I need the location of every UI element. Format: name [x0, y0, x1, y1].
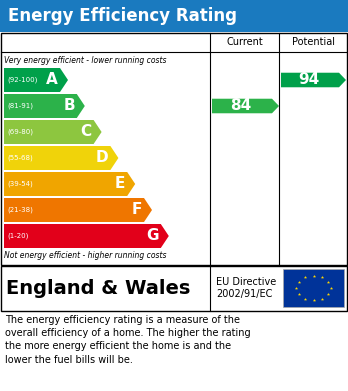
Text: Current: Current	[226, 37, 263, 47]
Text: (55-68): (55-68)	[7, 155, 33, 161]
Text: The energy efficiency rating is a measure of the
overall efficiency of a home. T: The energy efficiency rating is a measur…	[5, 315, 251, 364]
Text: Energy Efficiency Rating: Energy Efficiency Rating	[8, 7, 237, 25]
Bar	[1, 33, 347, 265]
Polygon shape	[4, 146, 118, 170]
Text: Not energy efficient - higher running costs: Not energy efficient - higher running co…	[4, 251, 166, 260]
Text: E: E	[115, 176, 125, 192]
Polygon shape	[4, 172, 135, 196]
Text: G: G	[146, 228, 159, 244]
Polygon shape	[212, 99, 279, 113]
Text: A: A	[46, 72, 58, 88]
Text: (21-38): (21-38)	[7, 207, 33, 213]
Text: EU Directive
2002/91/EC: EU Directive 2002/91/EC	[216, 277, 276, 299]
Text: (92-100): (92-100)	[7, 77, 37, 83]
Text: (39-54): (39-54)	[7, 181, 33, 187]
Text: D: D	[96, 151, 108, 165]
Text: (1-20): (1-20)	[7, 233, 29, 239]
Text: 94: 94	[298, 72, 319, 88]
Polygon shape	[4, 94, 85, 118]
Text: Very energy efficient - lower running costs: Very energy efficient - lower running co…	[4, 56, 166, 65]
Text: Potential: Potential	[292, 37, 335, 47]
Polygon shape	[4, 120, 102, 144]
Polygon shape	[281, 73, 346, 87]
Text: C: C	[80, 124, 92, 140]
Bar	[283, 269, 344, 307]
Text: B: B	[63, 99, 75, 113]
Text: (81-91): (81-91)	[7, 103, 33, 109]
Text: England & Wales: England & Wales	[6, 278, 190, 298]
Bar	[0, 0, 348, 32]
Text: (69-80): (69-80)	[7, 129, 33, 135]
Polygon shape	[4, 198, 152, 222]
Text: F: F	[132, 203, 142, 217]
Polygon shape	[4, 68, 68, 92]
Polygon shape	[4, 224, 169, 248]
Text: 84: 84	[230, 99, 252, 113]
Bar	[1, 266, 347, 311]
